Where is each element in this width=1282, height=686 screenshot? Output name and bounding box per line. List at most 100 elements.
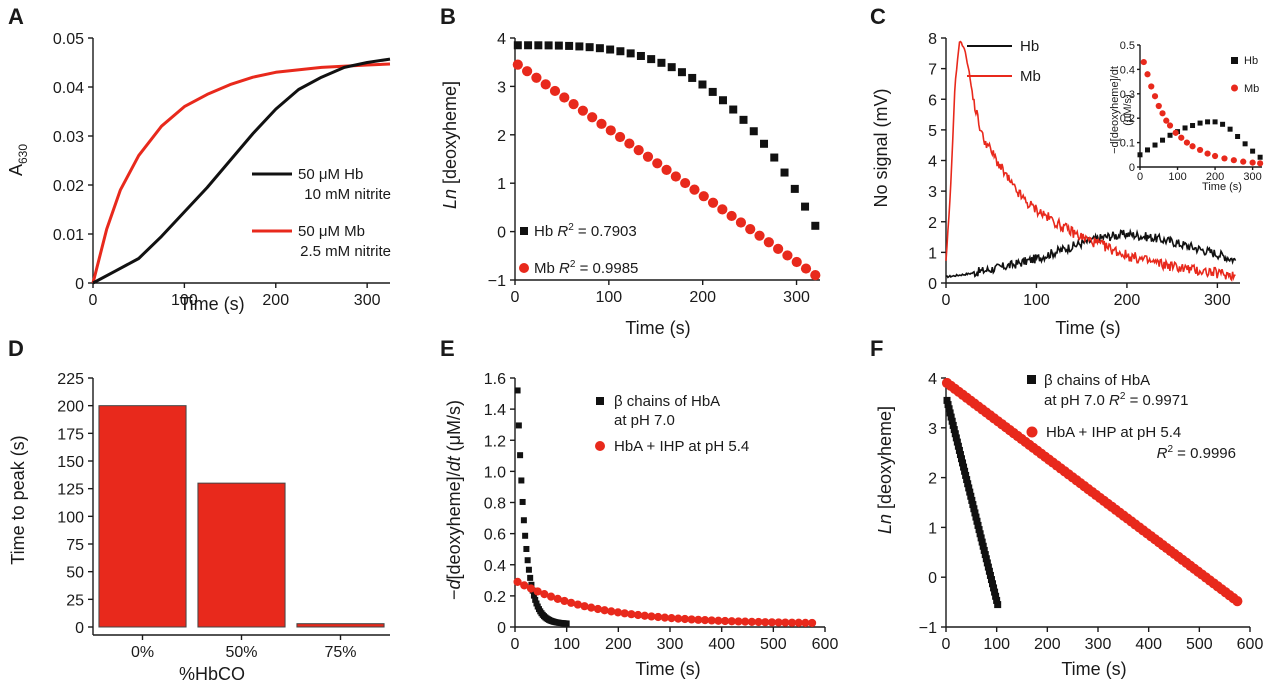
panel-b-x-tick-label: 0 [511, 289, 520, 306]
panel-b-point-hb [801, 202, 810, 211]
panel-f-point-beta [967, 492, 975, 500]
panel-b-point-hb [575, 42, 584, 51]
panel-e-point-beta [520, 517, 527, 524]
panel-e-point-hba [794, 618, 803, 627]
panel-f-point-beta [971, 509, 979, 517]
panel-d-x-tick-label: 75% [324, 644, 356, 661]
panel-f-x-tick-label: 200 [1034, 636, 1061, 653]
panel-b-point-hb [749, 127, 758, 136]
panel-b-point-hb [688, 73, 697, 82]
panel-b-x-tick-label: 300 [783, 289, 810, 306]
panel-b-legend-marker-hb [520, 227, 528, 235]
panel-label-b: B [440, 4, 456, 29]
panel-f: 0 100 200 300 400 500 600 −1 0 1 2 3 4 Time (s) Ln [… [875, 371, 1263, 679]
panel-e-legend-marker-beta [596, 397, 604, 405]
panel-c-inset-point-mb [1240, 158, 1247, 165]
panel-d-x-tick-label: 50% [225, 644, 257, 661]
panel-b-point-hb [606, 45, 615, 54]
panel-c-x-tick-label: 0 [942, 292, 951, 309]
panel-d-plot-area: 0 25 50 75 100 125 150 175 200 225 0% 50% 75% [57, 371, 390, 661]
panel-b-y-tick-label: −1 [488, 273, 506, 290]
panel-b-point-mb [633, 145, 644, 156]
panel-b-point-mb [652, 158, 663, 169]
panel-c-inset-point-hb [1145, 147, 1151, 153]
panel-c-y-tick-label: 7 [928, 62, 937, 79]
panel-e-point-hba [567, 598, 576, 607]
panel-b-point-mb [559, 92, 570, 103]
panel-f-x-tick-label: 0 [942, 636, 951, 653]
panel-e-point-hba [781, 618, 790, 627]
panel-c-inset-y-tick-label: 0.3 [1120, 89, 1135, 101]
panel-f-point-beta [989, 580, 997, 588]
panel-f-point-beta [970, 505, 978, 513]
panel-d-bar [296, 623, 385, 628]
panel-b-point-mb [800, 263, 812, 274]
panel-c-legend: Hb Mb [967, 38, 1041, 85]
panel-a-y-tick-label: 0.04 [53, 80, 84, 97]
panel-e-point-hba [660, 613, 669, 622]
panel-c-inset-point-mb [1221, 155, 1228, 162]
panel-b-point-mb [512, 59, 523, 70]
panel-b-point-hb [718, 96, 727, 105]
panel-a-x-tick-label: 0 [89, 292, 98, 309]
panel-c-inset-point-hb [1250, 148, 1256, 154]
panel-b-point-hb [565, 41, 574, 50]
panel-b-legend: Hb R2 = 0.7903 Mb R2 = 0.9985 [519, 222, 638, 277]
panel-c-inset-point-hb [1167, 132, 1173, 138]
panel-e-point-hba [720, 616, 730, 626]
panel-e-y-tick-label: 0.8 [484, 496, 506, 513]
panel-e-point-hba [553, 594, 562, 603]
panel-b-y-tick-label: 3 [497, 79, 506, 96]
panel-e-legend-beta-line1: β chains of HbA [614, 393, 720, 410]
panel-e-point-hba [540, 590, 549, 599]
panel-e-point-hba [741, 617, 750, 626]
panel-b-point-mb [717, 204, 728, 215]
panel-f-point-beta [979, 542, 987, 550]
panel-b-point-mb [522, 66, 533, 77]
panel-b-point-hb [647, 55, 656, 64]
panel-e-point-beta [515, 422, 522, 429]
panel-c-inset-x-tick-label: 0 [1137, 171, 1143, 183]
panel-c-inset-point-hb [1257, 154, 1263, 160]
panel-f-point-beta [973, 517, 981, 525]
panel-f-x-tick-label: 100 [983, 636, 1010, 653]
panel-c-legend-hb: Hb [1020, 38, 1039, 55]
panel-e-point-hba [526, 584, 536, 593]
panel-label-c: C [870, 4, 886, 29]
panel-f-point-beta [956, 451, 964, 459]
panel-f-point-beta [957, 455, 965, 463]
panel-b-y-tick-label: 1 [497, 176, 506, 193]
panel-e-point-hba [707, 616, 716, 625]
panel-b-point-mb [549, 85, 561, 97]
panel-c-y-tick-label: 8 [928, 31, 937, 48]
panel-f-point-beta [944, 401, 952, 409]
panel-b-point-mb [698, 191, 709, 202]
panel-f-y-tick-label: 3 [928, 421, 937, 438]
panel-b-point-hb [595, 44, 604, 53]
panel-f-point-beta [964, 480, 972, 488]
panel-c-inset-x-axis-label: Time (s) [1202, 181, 1242, 193]
panel-e-y-tick-label: 1.6 [484, 371, 506, 388]
panel-a-y-tick-label: 0.05 [53, 31, 84, 48]
panel-b-point-mb [596, 118, 607, 129]
panel-e-legend-hba: HbA + IHP at pH 5.4 [614, 438, 749, 455]
panel-f-point-beta [947, 413, 955, 421]
panel-c-inset-x-tick-label: 100 [1168, 171, 1186, 183]
panel-f-legend-hba-line1: HbA + IHP at pH 5.4 [1046, 424, 1181, 441]
panel-c-inset-legend-marker-hb [1231, 57, 1238, 64]
panel-f-point-beta [972, 513, 980, 521]
panel-b-point-mb [754, 230, 765, 241]
panel-e-point-beta [563, 620, 570, 627]
panel-e-point-hba [734, 617, 743, 626]
panel-f-point-beta [990, 584, 998, 592]
panel-e-point-beta [532, 596, 539, 603]
panel-b-point-hb [677, 68, 686, 77]
panel-e-x-tick-label: 500 [760, 636, 787, 653]
panel-e-point-beta [530, 592, 537, 599]
panel-c-inset-point-mb [1151, 93, 1159, 100]
panel-a-legend-hb-line1: 50 μM Hb [298, 166, 363, 183]
panel-b-point-mb [791, 256, 802, 268]
panel-b-point-mb [810, 270, 821, 281]
panel-label-d: D [8, 336, 24, 361]
panel-b-point-mb [540, 79, 551, 90]
